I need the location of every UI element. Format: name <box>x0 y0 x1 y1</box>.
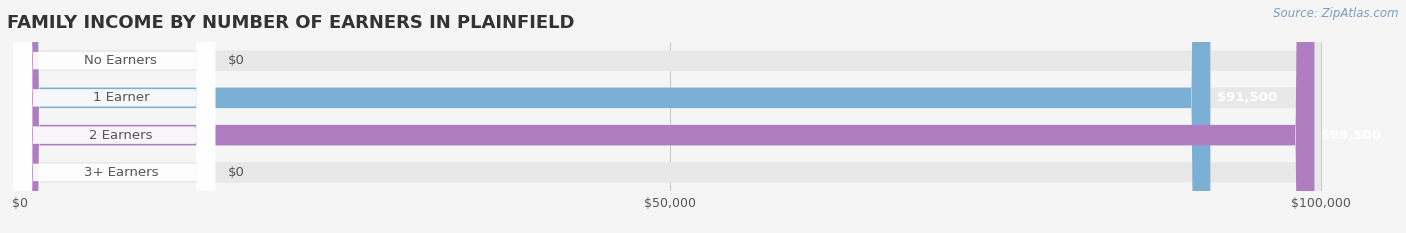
Text: 1 Earner: 1 Earner <box>93 91 149 104</box>
Text: $99,500: $99,500 <box>1320 129 1381 142</box>
FancyBboxPatch shape <box>14 0 215 233</box>
Text: 2 Earners: 2 Earners <box>89 129 153 142</box>
FancyBboxPatch shape <box>20 0 1320 233</box>
FancyBboxPatch shape <box>14 0 215 233</box>
Text: Source: ZipAtlas.com: Source: ZipAtlas.com <box>1274 7 1399 20</box>
Text: $0: $0 <box>228 166 245 179</box>
FancyBboxPatch shape <box>14 0 215 233</box>
Text: No Earners: No Earners <box>84 54 157 67</box>
Text: 3+ Earners: 3+ Earners <box>83 166 157 179</box>
Text: $0: $0 <box>228 54 245 67</box>
FancyBboxPatch shape <box>14 0 215 233</box>
Text: FAMILY INCOME BY NUMBER OF EARNERS IN PLAINFIELD: FAMILY INCOME BY NUMBER OF EARNERS IN PL… <box>7 14 575 32</box>
FancyBboxPatch shape <box>20 0 1320 233</box>
Text: $91,500: $91,500 <box>1216 91 1277 104</box>
FancyBboxPatch shape <box>20 0 1320 233</box>
FancyBboxPatch shape <box>20 0 1211 233</box>
FancyBboxPatch shape <box>20 0 1320 233</box>
FancyBboxPatch shape <box>20 0 1315 233</box>
